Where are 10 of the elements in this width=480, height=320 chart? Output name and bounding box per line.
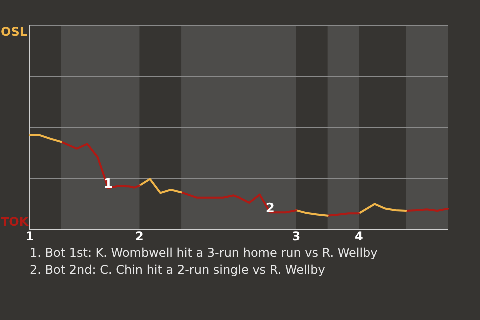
- text: TOK: [1, 215, 30, 230]
- text: 2. Bot 2nd: C. Chin hit a 2-run single vs R. Wellby: [30, 262, 326, 279]
- x-tick-label: 2: [136, 229, 144, 244]
- annotation: 2: [266, 201, 275, 216]
- text: 1. Bot 1st: K. Wombwell hit a 3-run home run vs R. Wellby: [30, 245, 379, 262]
- x-tick-label: 3: [292, 229, 301, 244]
- text: OSL: [1, 25, 28, 40]
- x-tick-label: 4: [354, 229, 364, 244]
- x-tick-label: 1: [26, 229, 34, 244]
- annotation: 1: [104, 177, 113, 192]
